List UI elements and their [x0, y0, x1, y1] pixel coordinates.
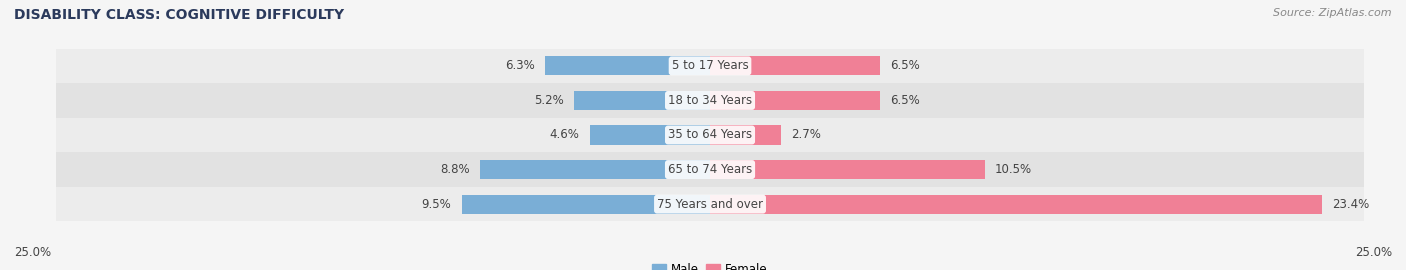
- Text: 6.5%: 6.5%: [890, 59, 920, 72]
- Text: 9.5%: 9.5%: [422, 198, 451, 211]
- Text: 8.8%: 8.8%: [440, 163, 470, 176]
- Bar: [710, 126, 780, 144]
- Text: 10.5%: 10.5%: [995, 163, 1032, 176]
- Bar: [574, 91, 710, 110]
- Bar: [710, 160, 984, 179]
- Bar: [56, 118, 1364, 152]
- Bar: [710, 56, 880, 75]
- Bar: [461, 195, 710, 214]
- Text: 65 to 74 Years: 65 to 74 Years: [668, 163, 752, 176]
- Text: 2.7%: 2.7%: [792, 129, 821, 141]
- Text: DISABILITY CLASS: COGNITIVE DIFFICULTY: DISABILITY CLASS: COGNITIVE DIFFICULTY: [14, 8, 344, 22]
- Text: 25.0%: 25.0%: [14, 246, 51, 259]
- Legend: Male, Female: Male, Female: [648, 259, 772, 270]
- Text: 25.0%: 25.0%: [1355, 246, 1392, 259]
- Text: 18 to 34 Years: 18 to 34 Years: [668, 94, 752, 107]
- Bar: [56, 83, 1364, 118]
- Text: 5.2%: 5.2%: [534, 94, 564, 107]
- Text: 5 to 17 Years: 5 to 17 Years: [672, 59, 748, 72]
- Bar: [479, 160, 710, 179]
- Bar: [56, 152, 1364, 187]
- Bar: [589, 126, 710, 144]
- Bar: [546, 56, 710, 75]
- Text: 6.5%: 6.5%: [890, 94, 920, 107]
- Text: 75 Years and over: 75 Years and over: [657, 198, 763, 211]
- Text: 23.4%: 23.4%: [1333, 198, 1369, 211]
- Bar: [56, 187, 1364, 221]
- Text: 4.6%: 4.6%: [550, 129, 579, 141]
- Text: 6.3%: 6.3%: [505, 59, 534, 72]
- Bar: [710, 195, 1322, 214]
- Text: 35 to 64 Years: 35 to 64 Years: [668, 129, 752, 141]
- Bar: [56, 49, 1364, 83]
- Text: Source: ZipAtlas.com: Source: ZipAtlas.com: [1274, 8, 1392, 18]
- Bar: [710, 91, 880, 110]
